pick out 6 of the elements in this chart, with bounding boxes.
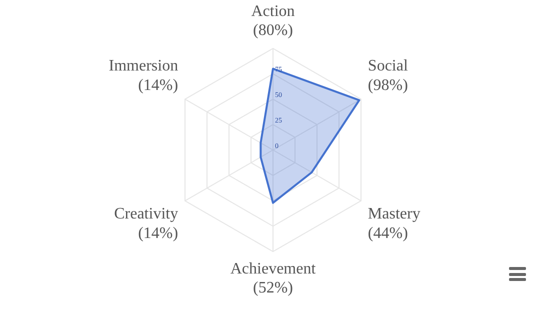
spoke-label: Creativity (14%) [114,206,178,242]
spoke-label: Social (98%) [368,58,408,94]
spoke-label: Mastery (44%) [368,206,420,242]
spoke-label: Achievement (52%) [230,260,316,297]
spoke-label: Action (80%) [251,2,295,40]
spoke-label: Immersion (14%) [108,58,178,94]
